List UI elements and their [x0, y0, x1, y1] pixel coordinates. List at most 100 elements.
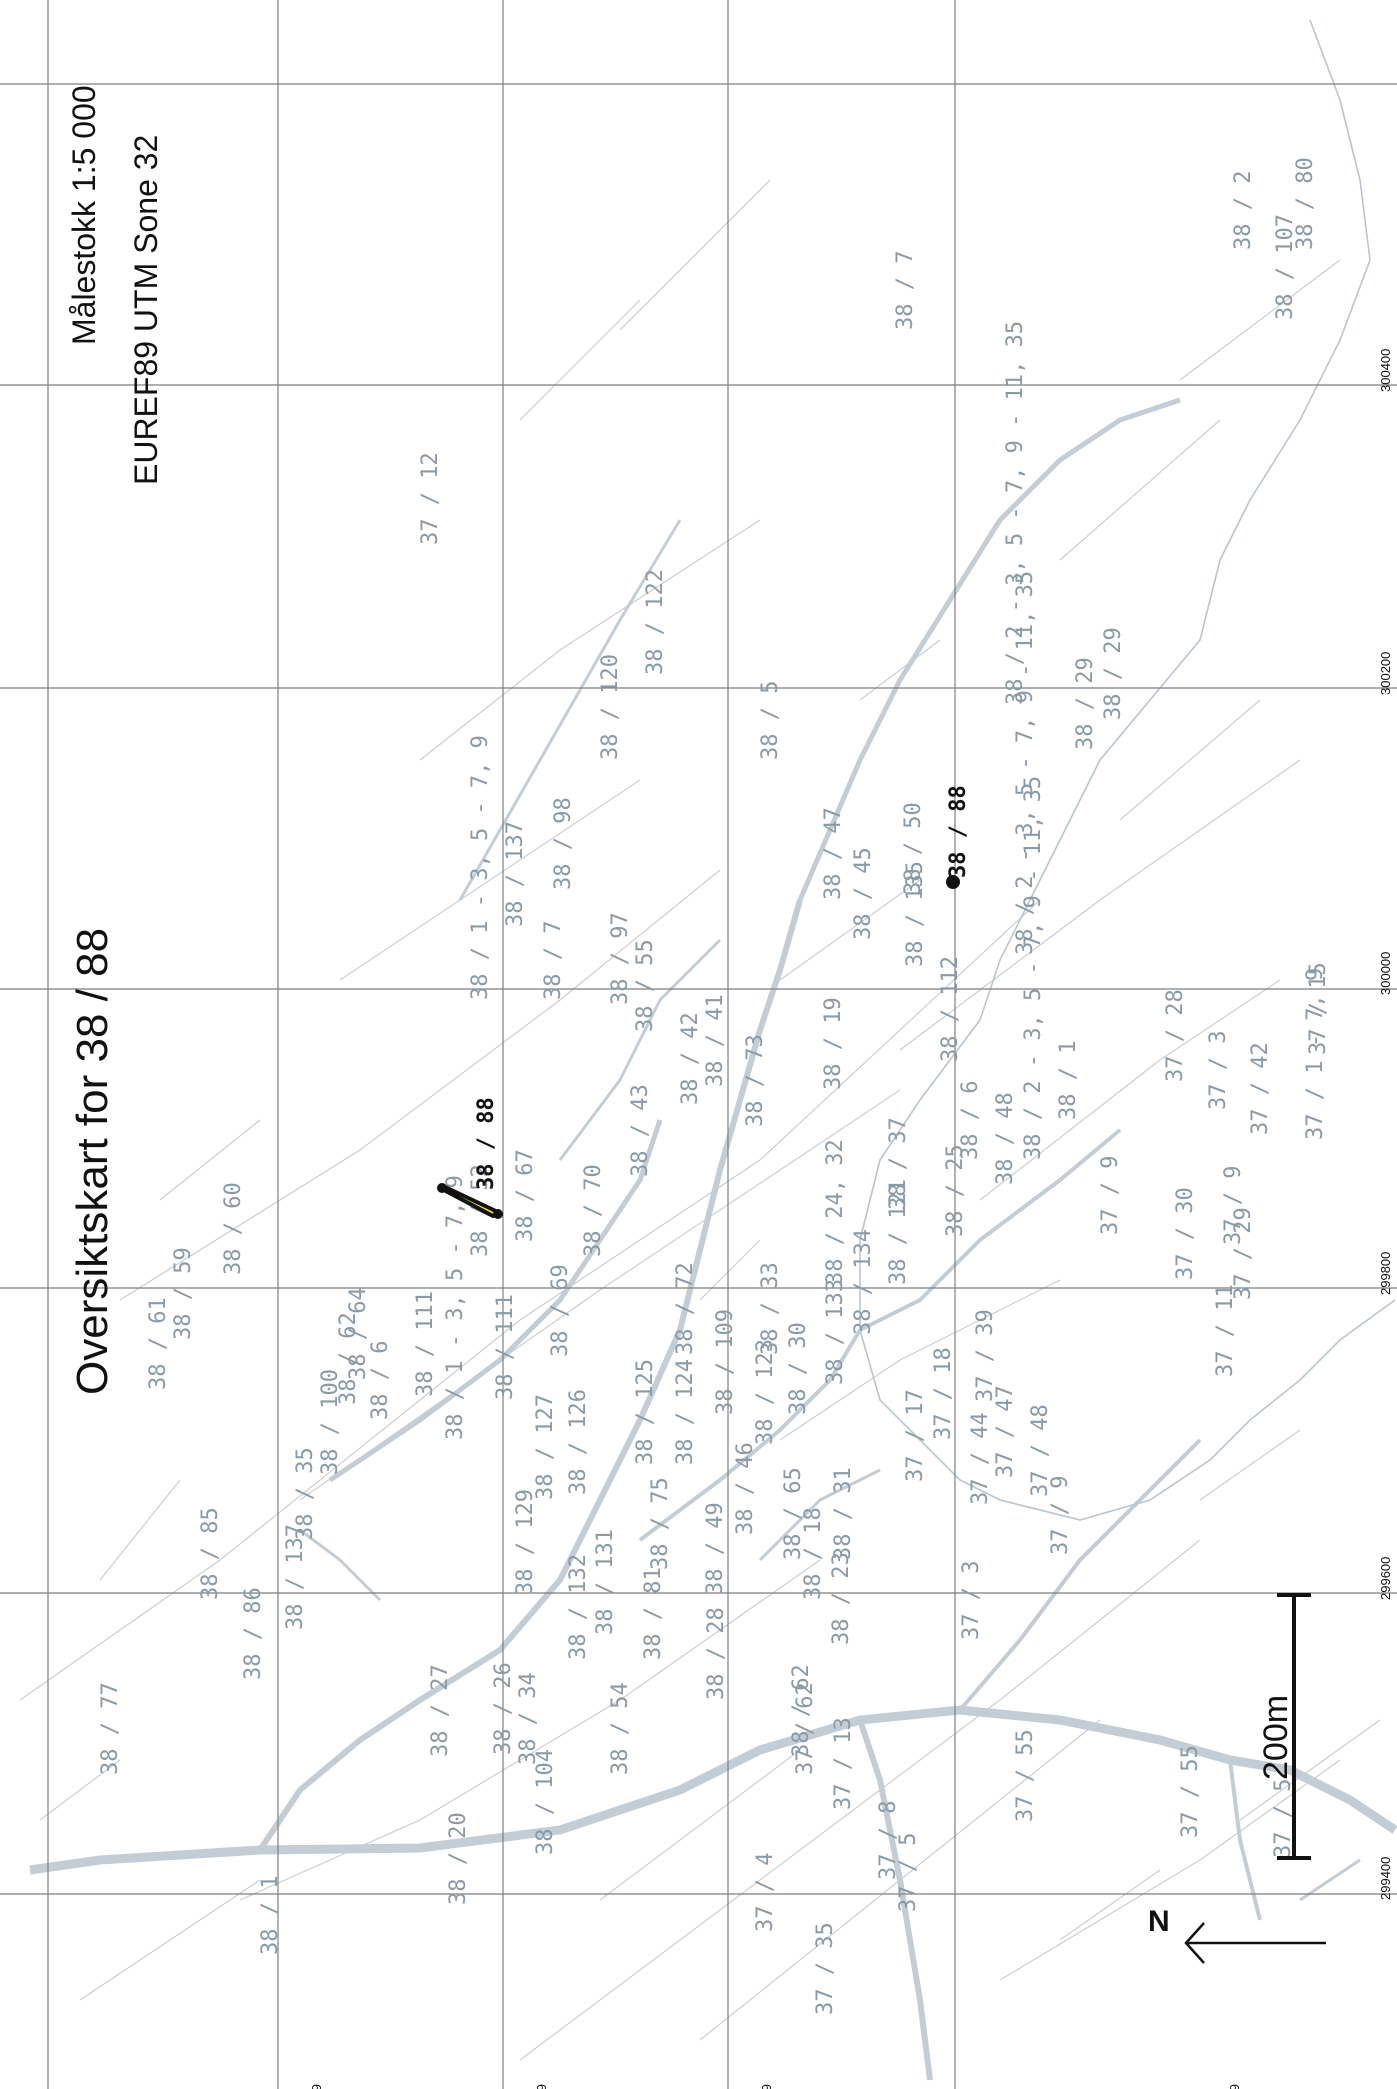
northing-label: 6735000 — [759, 2084, 774, 2089]
parcel-label: 38 / 1 - 3, 5 - 7, 9 — [443, 1175, 468, 1440]
parcel-label: 38 / 122 — [643, 569, 668, 675]
parcel-label: 38 / 26 — [491, 1662, 516, 1755]
parcel-label: 38 / 72 — [673, 1262, 698, 1355]
northing-label: 6734800 — [1227, 2084, 1242, 2089]
parcel-label: 37 / 48 — [1028, 1404, 1053, 1497]
parcel-label: 38 / 6 — [368, 1341, 393, 1420]
parcel-label: 38 / 23 — [829, 1552, 854, 1645]
parcel-label: 38 / 62 — [336, 1312, 361, 1405]
parcel-label: 38 / 85 — [198, 1507, 223, 1600]
parcel-label: 38 / 55 — [633, 939, 658, 1032]
parcel-label: 38 / 124 — [673, 1359, 698, 1465]
parcel-label: 37 / 11 — [1213, 1284, 1238, 1377]
parcel-label: 38 / 100 — [318, 1369, 343, 1475]
parcel-label: 37 / 55 — [1178, 1745, 1203, 1838]
parcel-label: 37 / 9 — [1098, 1156, 1123, 1235]
parcel-label: 37 / 9 — [1221, 1166, 1246, 1245]
parcel-label: 38 / 107 — [1273, 214, 1298, 320]
parcel-label: 37 / 29 — [1231, 1207, 1256, 1300]
parcel-label: 38 / 123 — [753, 1339, 778, 1445]
parcel-label: 38 / 81 — [641, 1567, 666, 1660]
parcel-label: 38 / 97 — [608, 912, 633, 1005]
parcel-vertex — [437, 1183, 447, 1193]
parcel-label: 38 / 33 — [758, 1262, 783, 1355]
parcel-label: 38 / 134 — [851, 1229, 876, 1335]
parcel-label: 37 / 9 — [1048, 1476, 1073, 1555]
scale-bar-label: 200m — [1257, 1695, 1295, 1780]
parcel-label: 38 / 127 — [533, 1394, 558, 1500]
parcel-label: 38 / 137 — [503, 821, 528, 927]
easting-label: 299600 — [1378, 1557, 1393, 1600]
north-arrow-head — [1184, 1922, 1205, 1964]
parcel-label: 37 / 12 — [418, 452, 443, 545]
parcel-label: 37 / 3 — [1206, 1031, 1231, 1110]
northing-label: 6735400 — [309, 2084, 324, 2089]
highlighted-parcel-label-secondary: 38 / 88 — [946, 785, 971, 878]
parcel-label: 38 / 41 — [703, 994, 728, 1087]
parcel-label: 38 / 31 — [831, 1467, 856, 1560]
parcel-label: 38 / 24, 32 — [823, 1139, 848, 1285]
parcel-label: 38 / 28 — [704, 1607, 729, 1700]
parcel-label: 38 / 50 — [901, 802, 926, 895]
highlighted-parcel-marker[interactable]: 38 / 88 — [946, 785, 971, 889]
parcel-label: 37 / 28 — [1163, 989, 1188, 1082]
parcel-label: 38 / 61 — [146, 1297, 171, 1390]
parcel-label: 38 / 46 — [733, 1442, 758, 1535]
northing-label: 6735200 — [534, 2084, 549, 2089]
parcel-label: 37 / 3 — [959, 1561, 984, 1640]
roads — [29, 397, 1397, 2081]
parcel-label: 38 / 111 — [413, 1291, 438, 1397]
parcel-label: 38 / 86 — [241, 1587, 266, 1680]
highlighted-parcel[interactable]: 38 / 88 — [437, 1097, 503, 1219]
highlighted-parcel-label: 38 / 88 — [474, 1097, 499, 1190]
parcel-label: 37 / 4 — [753, 1853, 778, 1932]
easting-label: 300400 — [1378, 349, 1393, 392]
parcel-label: 38 / 1 — [258, 1876, 283, 1955]
parcel-label: 37 / 44 — [968, 1412, 993, 1505]
parcel-label: 38 / 64 — [346, 1287, 371, 1380]
parcel-label: 38 / 126 — [566, 1389, 591, 1495]
parcel-label: 38 / 48 — [993, 1092, 1018, 1185]
parcel-label: 38 / 5 — [758, 681, 783, 760]
parcel-label: 38 / 59 — [171, 1247, 196, 1340]
north-label: N — [1148, 1905, 1170, 1938]
parcel-label: 38 / 73 — [743, 1034, 768, 1127]
parcel-label: 38 / 98 — [551, 797, 576, 890]
parcel-label: 38 / 69 — [548, 1264, 573, 1357]
map-scale-text: Målestokk 1:5 000 — [66, 85, 102, 345]
parcel-label: 38 / 34 — [516, 1672, 541, 1765]
coastline — [859, 19, 1396, 1521]
parcel-label: 37 / 42 — [1248, 1042, 1273, 1135]
parcel-label: 38 / 2 - 3, 5 - 7, 9 - 11, 35 — [1003, 321, 1028, 705]
parcel-point-marker[interactable] — [946, 875, 960, 889]
parcel-label: 38 / 67 — [513, 1149, 538, 1242]
parcel-label: 37 / 5 — [896, 1833, 921, 1912]
parcel-label: 37 / 39 — [973, 1309, 998, 1402]
parcel-label: 37 / 62 — [793, 1682, 818, 1775]
parcel-label: 38 / 120 — [598, 654, 623, 760]
parcel-label: 38 / 29 — [1101, 627, 1126, 720]
parcel-label: 38 / 60 — [221, 1182, 246, 1275]
parcel-label: 38 / 1 — [1056, 1041, 1081, 1120]
parcel-label: 37 / 18 — [931, 1347, 956, 1440]
parcel-label: 37 / 13 — [831, 1717, 856, 1810]
parcel-label: 38 / 42 — [678, 1012, 703, 1105]
parcel-label: 38 / 2 - 3, 5 - 7, 9 - 11, 35 — [1013, 571, 1038, 955]
map-projection-text: EUREF89 UTM Sone 32 — [128, 135, 164, 485]
parcel-label: 38 / 43 — [628, 1084, 653, 1177]
parcel-label: 38 / 47 — [821, 807, 846, 900]
parcel-label: 38 / 65 — [781, 1467, 806, 1560]
parcel-label: 38 / 109 — [713, 1309, 738, 1415]
easting-label: 299800 — [1378, 1252, 1393, 1295]
parcel-label: 37 / 30 — [1173, 1187, 1198, 1280]
north-arrow: N — [1148, 1905, 1326, 1964]
parcel-label: 38 / 7 — [893, 251, 918, 330]
parcel-label: 38 / 30 — [786, 1322, 811, 1415]
parcel-label: 38 / 49 — [703, 1502, 728, 1595]
parcel-vertex — [493, 1209, 503, 1219]
parcel-label: 38 / 77 — [98, 1682, 123, 1775]
parcel-label: 37 / 5 — [1271, 1779, 1296, 1858]
easting-label: 299400 — [1378, 1857, 1393, 1900]
parcel-label: 38 / 2 — [1231, 171, 1256, 250]
